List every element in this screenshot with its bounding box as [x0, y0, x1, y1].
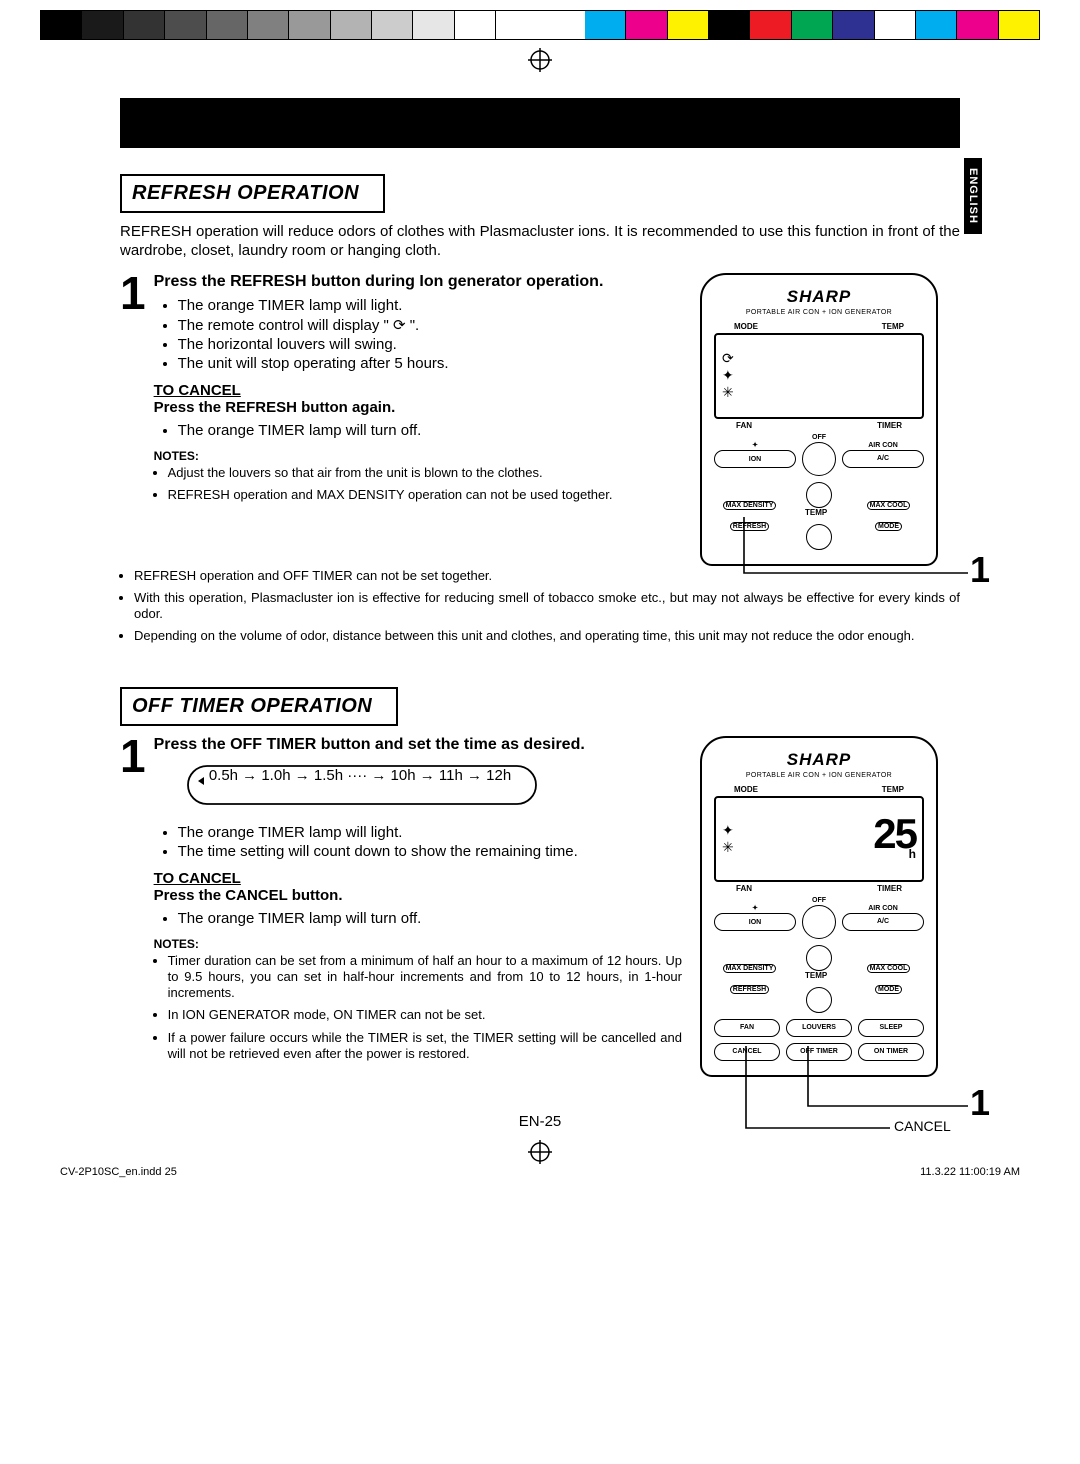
- header-black-band: [120, 98, 960, 148]
- notes-label: NOTES:: [154, 937, 682, 951]
- list-item: Timer duration can be set from a minimum…: [168, 953, 682, 1002]
- cancel-bullets: The orange TIMER lamp will turn off.: [172, 422, 613, 439]
- cancel-title: TO CANCEL: [154, 870, 682, 887]
- list-item: In ION GENERATOR mode, ON TIMER can not …: [168, 1007, 682, 1023]
- language-tab: ENGLISH: [964, 158, 982, 234]
- notes-list: Adjust the louvers so that air from the …: [154, 465, 613, 504]
- cancel-bullets: The orange TIMER lamp will turn off.: [172, 910, 682, 927]
- step-number: 1: [120, 273, 146, 510]
- list-item: The time setting will count down to show…: [178, 843, 682, 860]
- list-item: Adjust the louvers so that air from the …: [168, 465, 613, 481]
- list-item: REFRESH operation and MAX DENSITY operat…: [168, 487, 613, 503]
- printer-colorbar: [0, 0, 1080, 40]
- section-title-refresh: REFRESH OPERATION: [120, 174, 385, 213]
- remote-illustration-2: SHARPPORTABLE AIR CON + ION GENERATORMOD…: [700, 736, 960, 1077]
- notes-label: NOTES:: [154, 449, 613, 463]
- print-footer: CV-2P10SC_en.indd 25 11.3.22 11:00:19 AM: [0, 1160, 1080, 1198]
- list-item: If a power failure occurs while the TIME…: [168, 1030, 682, 1063]
- foot-timestamp: 11.3.22 11:00:19 AM: [920, 1166, 1020, 1178]
- cancel-title: TO CANCEL: [154, 382, 613, 399]
- callout-number: 1: [970, 1082, 990, 1124]
- list-item: The remote control will display " ⟳ ".: [178, 316, 613, 334]
- list-item: With this operation, Plasmacluster ion i…: [134, 590, 960, 623]
- list-item: The orange TIMER lamp will turn off.: [178, 910, 682, 927]
- step-bullets: The orange TIMER lamp will light. The rem…: [172, 297, 613, 372]
- registration-mark-top: [0, 48, 1080, 68]
- list-item: The orange TIMER lamp will light.: [178, 297, 613, 314]
- callout-svg: [700, 273, 1000, 593]
- list-item: The orange TIMER lamp will turn off.: [178, 422, 613, 439]
- callout-number: 1: [970, 549, 990, 591]
- cancel-heading: Press the CANCEL button.: [154, 887, 682, 904]
- foot-file: CV-2P10SC_en.indd 25: [60, 1166, 177, 1178]
- step-heading: Press the REFRESH button during Ion gene…: [154, 273, 613, 291]
- notes-list: Timer duration can be set from a minimum…: [154, 953, 682, 1063]
- list-item: The orange TIMER lamp will light.: [178, 824, 682, 841]
- registration-mark-bottom: [0, 1140, 1080, 1160]
- step-heading: Press the OFF TIMER button and set the t…: [154, 736, 682, 754]
- manual-page: ENGLISH REFRESH OPERATION REFRESH operat…: [0, 68, 1080, 1130]
- step-number: 1: [120, 736, 146, 1069]
- list-item: The unit will stop operating after 5 hou…: [178, 355, 613, 372]
- remote-illustration-1: SHARPPORTABLE AIR CON + ION GENERATORMOD…: [700, 273, 960, 566]
- section-intro: REFRESH operation will reduce odors of c…: [120, 223, 960, 261]
- callout-svg: [700, 736, 1000, 1156]
- timer-loop-diagram: 0.5h → 1.0h → 1.5h ···· → 10h → 11h → 12…: [184, 762, 682, 814]
- list-item: The horizontal louvers will swing.: [178, 336, 613, 353]
- list-item: Depending on the volume of odor, distanc…: [134, 628, 960, 644]
- section-title-offtimer: OFF TIMER OPERATION: [120, 687, 398, 726]
- cancel-heading: Press the REFRESH button again.: [154, 399, 613, 416]
- step-bullets: The orange TIMER lamp will light. The tim…: [172, 824, 682, 860]
- loop-text: 0.5h → 1.0h → 1.5h ···· → 10h → 11h → 12…: [208, 767, 510, 784]
- cancel-callout-label: CANCEL: [894, 1118, 951, 1134]
